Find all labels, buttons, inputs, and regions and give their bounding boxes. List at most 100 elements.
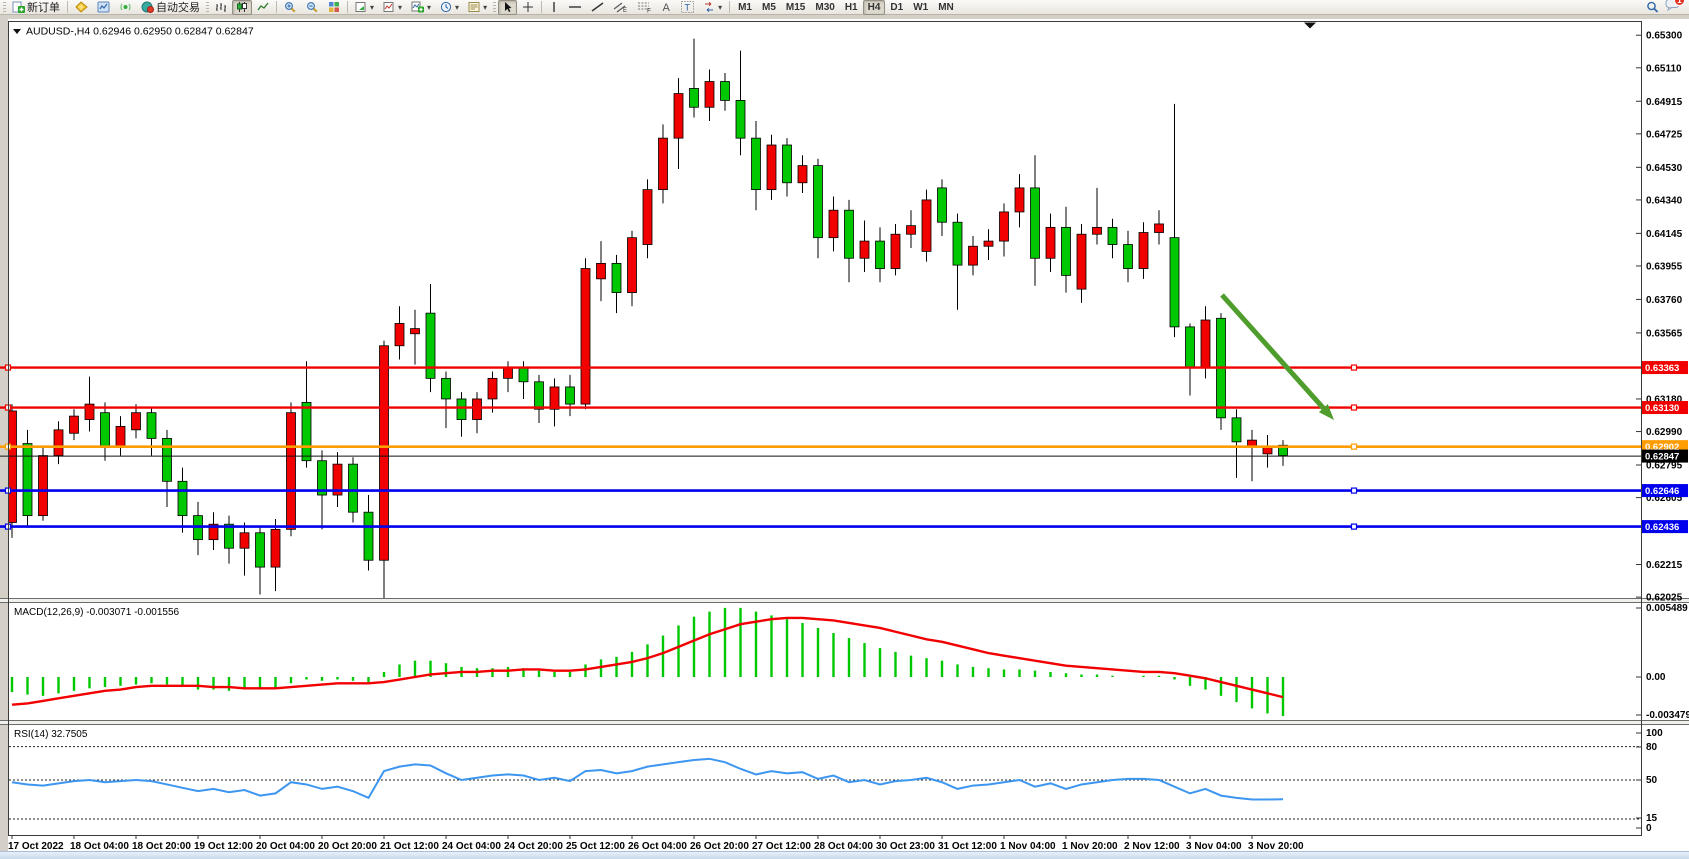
timeframe-W1[interactable]: W1 <box>913 1 929 13</box>
line-handle[interactable] <box>1350 487 1358 494</box>
pane-separator[interactable] <box>0 598 1689 603</box>
new-chart-icon <box>355 2 366 12</box>
trendline-button[interactable] <box>587 0 608 15</box>
candle-body <box>704 81 715 108</box>
auto-trading-label: 自动交易 <box>156 2 200 14</box>
indicators-button[interactable]: ▾ <box>407 0 435 15</box>
candle-body <box>208 523 219 541</box>
horizontal-line-button[interactable] <box>564 0 586 15</box>
price-tick-label: 0.64340 <box>1646 195 1683 206</box>
timeframe-M15[interactable]: M15 <box>785 1 806 13</box>
separator <box>729 1 731 13</box>
search-button[interactable] <box>1642 0 1664 15</box>
candle-body <box>1278 444 1288 456</box>
time-tick-label: 20 Oct 04:00 <box>256 841 315 852</box>
new-chart-button[interactable]: ▾ <box>351 0 378 15</box>
price-scale[interactable]: 0.65300 0.65110 0.64915 0.64725 0.64530 0.643… <box>1636 31 1688 604</box>
candle-body <box>255 532 265 568</box>
crosshair-button[interactable] <box>518 0 538 15</box>
time-scale[interactable]: 17 Oct 2022 18 Oct 04:00 18 Oct 20:00 19 Oc… <box>8 835 1304 853</box>
trend-arrow[interactable] <box>1220 293 1334 420</box>
candle-body <box>239 532 250 549</box>
candle-body <box>1014 187 1025 213</box>
timeframe-H1[interactable]: H1 <box>844 1 858 13</box>
time-tick-label: 26 Oct 04:00 <box>628 841 687 852</box>
candle-body <box>1231 417 1242 443</box>
candle-body <box>177 480 188 517</box>
new-order-button[interactable]: 新订单 <box>8 0 64 15</box>
pane-separator[interactable] <box>0 720 1689 725</box>
timeframe-D1[interactable]: D1 <box>890 1 904 13</box>
candle-body <box>689 87 699 108</box>
candle-body <box>9 410 17 523</box>
tile-windows-button[interactable] <box>324 0 344 15</box>
timeframe-M1[interactable]: M1 <box>738 1 752 13</box>
candle-body <box>1154 223 1164 233</box>
time-tick-label: 24 Oct 20:00 <box>504 841 563 852</box>
price-tick-label: 0.62605 <box>1646 493 1683 504</box>
text-label-button[interactable]: T <box>677 0 698 15</box>
candle-body <box>937 187 947 223</box>
price-label-box: 0.63363 <box>1642 361 1688 375</box>
candle-body <box>720 81 730 101</box>
candle-body <box>441 377 451 400</box>
bar-chart-icon <box>216 3 226 12</box>
market-watch-button[interactable] <box>93 0 114 15</box>
fibonacci-button[interactable]: F <box>633 0 656 15</box>
candle-body <box>828 209 839 239</box>
chart-shift-marker[interactable] <box>1304 22 1316 29</box>
signal-button[interactable] <box>115 0 136 15</box>
indicators-icon <box>411 1 425 13</box>
profiles-button[interactable]: ▾ <box>379 0 406 15</box>
line-handle[interactable] <box>1350 523 1358 530</box>
auto-trading-button[interactable]: 自动交易 <box>137 0 204 15</box>
line-handle[interactable] <box>1350 404 1358 411</box>
zoom-out-button[interactable] <box>302 0 323 15</box>
time-tick-label: 31 Oct 12:00 <box>938 841 997 852</box>
candle-body <box>890 233 901 269</box>
text-button[interactable]: A <box>657 0 676 15</box>
svg-text:0.63130: 0.63130 <box>1645 403 1679 414</box>
candle-body <box>782 144 792 184</box>
separator <box>347 1 348 13</box>
candle-body <box>1045 226 1056 259</box>
toolbar-grip <box>3 1 6 13</box>
svg-text:A: A <box>663 2 671 13</box>
notification-badge: 1 <box>1674 0 1685 6</box>
line-chart-button[interactable] <box>253 0 273 15</box>
candle-body <box>379 345 389 561</box>
arrows-button[interactable]: ▾ <box>699 0 726 15</box>
equidistant-channel-button[interactable]: E <box>609 0 632 15</box>
candlestick-chart-button[interactable] <box>232 0 252 15</box>
line-handle[interactable] <box>1350 443 1358 450</box>
candle-body <box>100 412 110 448</box>
timeframe-MN[interactable]: MN <box>938 1 954 13</box>
svg-text:T: T <box>684 3 690 13</box>
symbol-dropdown-icon[interactable] <box>13 29 21 34</box>
vertical-line-button[interactable] <box>545 0 563 15</box>
timeframe-M5[interactable]: M5 <box>762 1 776 13</box>
symbol-quote-text: AUDUSD-,H4 0.62946 0.62950 0.62847 0.628… <box>26 26 254 38</box>
candle-body <box>875 240 885 269</box>
bar-chart-button[interactable] <box>211 0 231 15</box>
candle-body <box>844 209 854 259</box>
candle-body <box>301 401 312 462</box>
timeframe-H4[interactable]: H4 <box>862 0 886 15</box>
periods-button[interactable]: ▾ <box>436 0 463 15</box>
arrows-icon <box>705 2 714 12</box>
notifications-button[interactable]: 1 <box>1665 0 1685 16</box>
candle-body <box>751 137 761 191</box>
price-tick-label: 0.65110 <box>1646 63 1682 74</box>
templates-button[interactable]: ▾ <box>464 0 491 15</box>
time-tick-label: 27 Oct 12:00 <box>752 841 811 852</box>
cursor-button[interactable] <box>498 0 518 15</box>
gold-button[interactable] <box>71 0 92 15</box>
line-handle[interactable] <box>1350 364 1358 371</box>
svg-text:0.62436: 0.62436 <box>1645 522 1679 533</box>
rsi-tick-label: 15 <box>1646 813 1658 824</box>
zoom-in-button[interactable] <box>280 0 301 15</box>
timeframe-M30[interactable]: M30 <box>815 1 835 13</box>
price-tick-label: 0.64530 <box>1646 163 1683 174</box>
chart-canvas[interactable]: AUDUSD-,H4 0.62946 0.62950 0.62847 0.628… <box>0 19 1689 858</box>
time-tick-label: 18 Oct 04:00 <box>70 841 129 852</box>
